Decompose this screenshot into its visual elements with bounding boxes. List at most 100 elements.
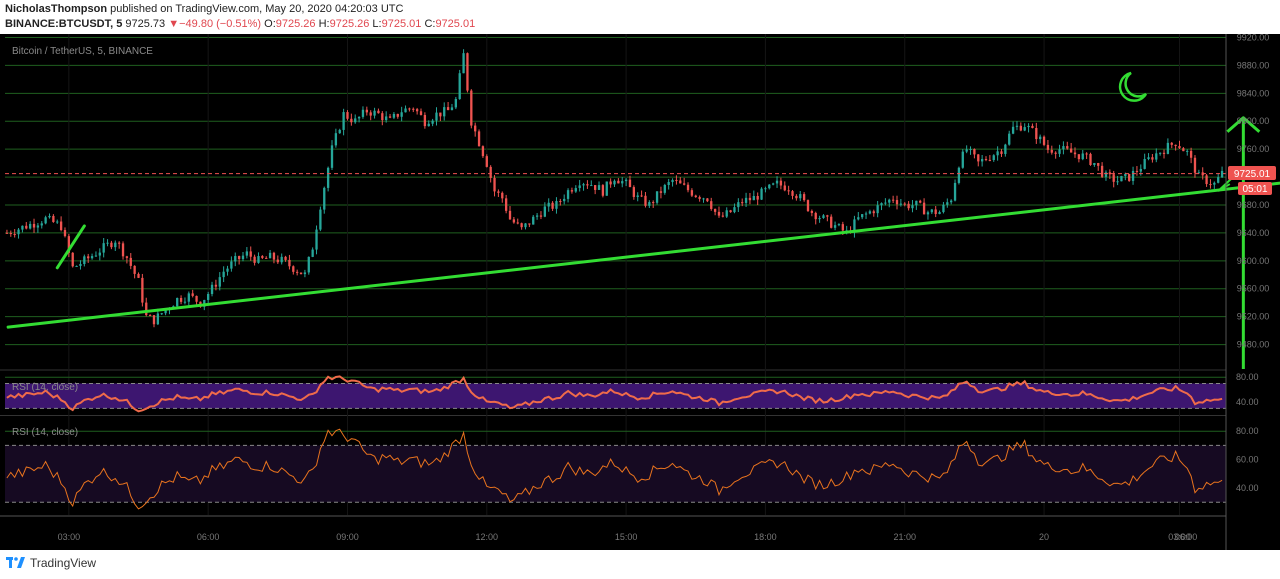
candle <box>1073 147 1077 158</box>
candle <box>772 182 775 186</box>
candle-body <box>412 108 415 110</box>
rsi-label-1: RSI (14, close) <box>12 382 78 393</box>
candle-body <box>512 219 516 223</box>
candle-body <box>25 225 28 229</box>
candle-body <box>737 202 740 208</box>
rsi2-y-tick: 80.00 <box>1236 426 1259 436</box>
candle-body <box>861 214 864 218</box>
candle <box>36 222 40 233</box>
drawings[interactable] <box>5 116 1280 369</box>
candle-body <box>593 185 597 190</box>
candle <box>632 185 636 200</box>
candle-body <box>725 210 728 217</box>
candle-body <box>980 159 984 162</box>
candle <box>617 178 620 184</box>
candle-body <box>1069 148 1073 153</box>
candle <box>222 266 225 283</box>
candle <box>28 221 32 230</box>
candle <box>725 207 728 218</box>
candle-body <box>772 183 775 185</box>
candle-body <box>690 190 694 196</box>
candle <box>83 254 86 267</box>
author-name[interactable]: NicholasThompson <box>5 3 108 15</box>
candle-body <box>342 112 345 130</box>
candle-body <box>377 110 380 114</box>
footer-brand[interactable]: TradingView <box>30 556 97 570</box>
candle <box>601 184 605 198</box>
candle-body <box>1015 125 1019 127</box>
candle-body <box>601 185 605 196</box>
candle-body <box>698 197 701 199</box>
candle <box>87 253 90 263</box>
candle-body <box>768 184 771 189</box>
candle <box>268 249 272 259</box>
y-tick-label: 9920.00 <box>1237 34 1270 42</box>
open-label: O: <box>264 18 276 30</box>
candle <box>408 107 411 112</box>
candle-body <box>326 167 330 188</box>
candle-body <box>1131 170 1135 181</box>
candle <box>857 212 860 221</box>
candle <box>450 103 454 111</box>
candle-body <box>56 221 59 223</box>
candle <box>133 265 136 279</box>
price-tag: 9725.01 <box>1234 169 1271 180</box>
candle-body <box>752 196 755 201</box>
candle <box>512 216 516 224</box>
candle-body <box>760 188 763 200</box>
candle <box>946 198 949 208</box>
candle <box>524 223 527 230</box>
candle-body <box>249 251 252 257</box>
candle-body <box>102 243 105 253</box>
candle-body <box>110 242 113 248</box>
candle-body <box>1023 127 1026 131</box>
candle-body <box>90 256 94 259</box>
candle <box>590 180 593 187</box>
candle-body <box>516 222 519 224</box>
candle <box>539 211 543 220</box>
candle-body <box>787 190 790 192</box>
candle <box>1023 123 1026 132</box>
candle-body <box>427 123 430 127</box>
candle-body <box>218 277 221 287</box>
candle <box>13 229 16 238</box>
candle-body <box>435 112 438 121</box>
candle-body <box>1174 144 1177 147</box>
candle-body <box>756 196 759 200</box>
candle <box>535 213 539 220</box>
candle <box>435 107 438 126</box>
candle-body <box>1019 125 1022 131</box>
candle-body <box>1008 133 1011 145</box>
candle <box>1011 121 1015 135</box>
y-tick-label: 9680.00 <box>1237 200 1270 210</box>
candle <box>75 265 78 267</box>
candle <box>1143 153 1146 170</box>
candle <box>415 107 419 115</box>
candle <box>129 253 132 270</box>
candle <box>652 200 655 208</box>
candle <box>919 199 922 204</box>
candle <box>988 155 992 162</box>
candle <box>141 273 144 307</box>
candle-body <box>207 293 210 300</box>
candle <box>922 198 926 215</box>
candle-body <box>284 256 287 260</box>
candle <box>187 291 190 307</box>
candle-body <box>21 225 24 230</box>
candle <box>94 251 98 257</box>
candle <box>284 255 287 262</box>
candle <box>1062 141 1065 155</box>
candle <box>307 256 310 275</box>
published-text: published on TradingView.com, May 20, 20… <box>110 3 404 15</box>
rsi1-y-tick: 80.00 <box>1236 372 1259 382</box>
candle-body <box>524 223 527 228</box>
rsi-bands <box>5 382 1226 503</box>
candle <box>504 194 508 214</box>
low-value: 9725.01 <box>381 18 422 30</box>
candle-body <box>214 284 218 287</box>
candle <box>1197 169 1201 174</box>
candle <box>953 179 957 202</box>
candle <box>864 211 868 219</box>
candle <box>1205 173 1208 187</box>
chart-canvas[interactable]: 9920.009880.009840.009800.009760.009720.… <box>0 34 1280 550</box>
